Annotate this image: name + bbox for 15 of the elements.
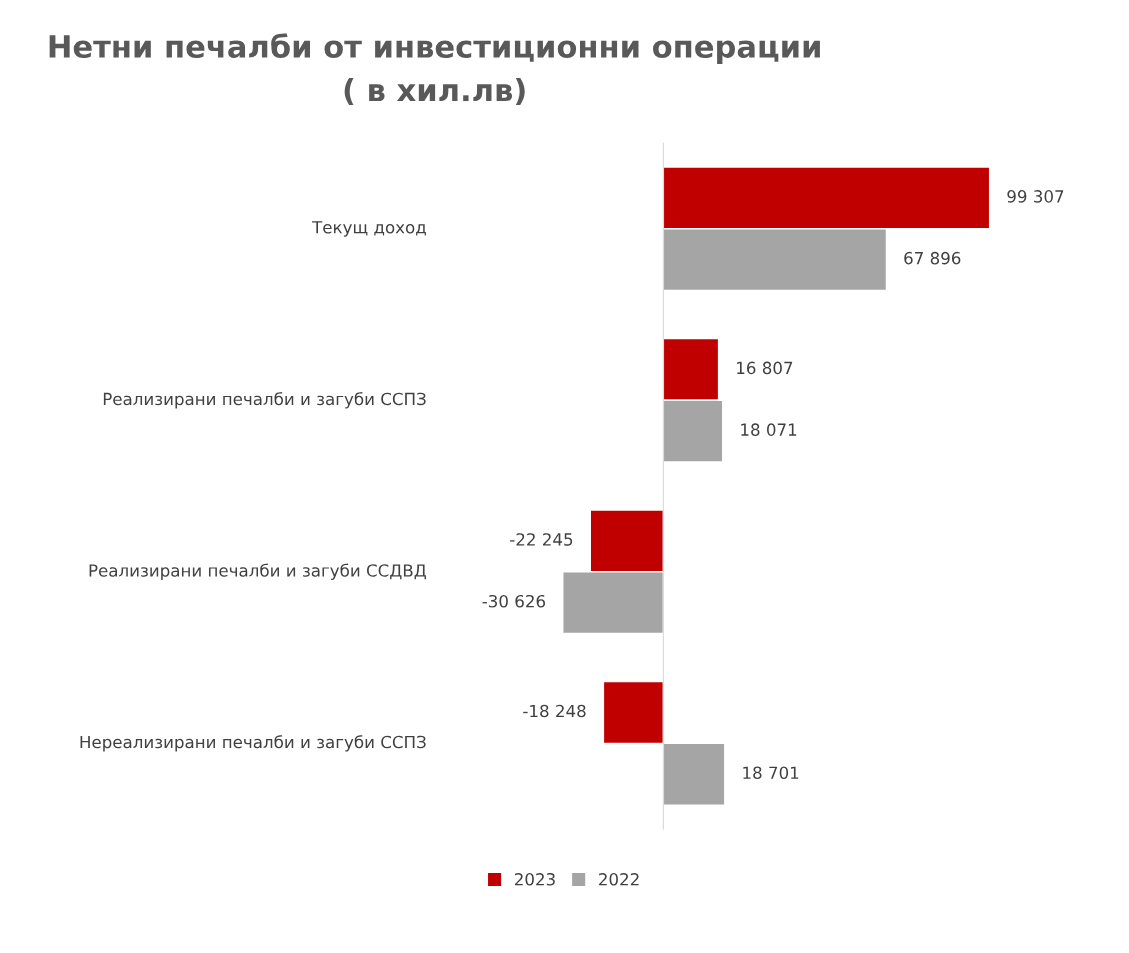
legend-label: 2023	[514, 872, 555, 886]
data-label: 18 701	[743, 766, 799, 780]
legend-label: 2022	[599, 872, 639, 886]
data-label: 18 071	[741, 423, 797, 436]
data-label: -18 248	[523, 704, 586, 718]
y-tick-label: Текущ доход	[312, 221, 426, 237]
data-label: 16 807	[737, 361, 793, 375]
y-tick-label: Нереализирани печалби и загуби ССПЗ	[80, 735, 426, 752]
chart-title: Нетни печалби от инвестиционни операции ( в хил.лв)	[49, 33, 820, 106]
data-label: -30 626	[482, 594, 546, 608]
data-label: 99 307	[1007, 190, 1064, 203]
y-tick-label: Реализирани печалби и загуби ССДВД	[89, 563, 426, 581]
data-label: -22 245	[510, 533, 573, 546]
y-tick-label: Реализирани печалби и загуби ССПЗ	[103, 392, 426, 409]
data-label: 67 896	[904, 251, 961, 265]
